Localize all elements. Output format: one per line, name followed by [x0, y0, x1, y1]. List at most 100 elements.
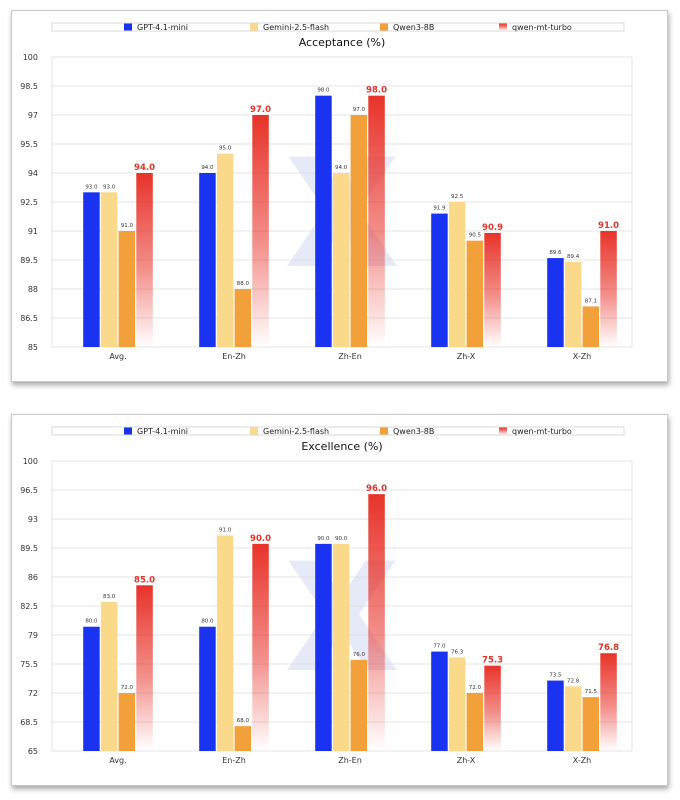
legend-label-gpt-4-1-mini: GPT-4.1-mini [137, 427, 188, 436]
bar-gpt-4-1-mini-x-zh [547, 680, 564, 751]
bar-gemini-2-5-flash-x-zh [564, 686, 582, 751]
bar-qwen-mt-turbo-x-zh [600, 653, 617, 751]
legend-label-gemini-2-5-flash: Gemini-2.5-flash [263, 427, 329, 436]
bar-qwen3-8b-en-zh [234, 289, 252, 347]
data-label-qwen3-8b-zh-x: 90.5 [469, 233, 482, 239]
bar-gemini-2-5-flash-x-zh [564, 261, 582, 347]
bar-qwen-mt-turbo-en-zh [252, 115, 269, 347]
x-tick-label-zh-en: Zh-En [338, 756, 362, 765]
legend-label-qwen3-8b: Qwen3-8B [393, 23, 434, 32]
data-label-gpt-4-1-mini-zh-en: 98.0 [317, 88, 330, 94]
y-tick-label: 93 [28, 515, 38, 524]
y-tick-label: 94 [28, 169, 38, 178]
data-label-qwen3-8b-zh-en: 97.0 [353, 107, 366, 113]
bar-qwen3-8b-x-zh [582, 697, 600, 751]
data-label-gemini-2-5-flash-en-zh: 91.0 [219, 528, 232, 534]
bar-gemini-2-5-flash-avg [100, 601, 118, 751]
y-tick-label: 68.5 [20, 718, 38, 727]
legend-label-qwen-mt-turbo: qwen-mt-turbo [512, 23, 572, 32]
data-label-qwen-mt-turbo-avg: 85.0 [134, 575, 155, 585]
excellence-chart: XGPT-4.1-miniGemini-2.5-flashQwen3-8Bqwe… [20, 426, 633, 765]
data-label-qwen-mt-turbo-zh-x: 90.9 [482, 223, 503, 233]
bar-gemini-2-5-flash-zh-en [332, 543, 350, 751]
chart-title: Excellence (%) [301, 440, 382, 453]
data-label-gemini-2-5-flash-avg: 83.0 [103, 594, 116, 600]
data-label-gemini-2-5-flash-zh-en: 94.0 [335, 165, 348, 171]
y-tick-label: 100 [23, 53, 38, 62]
legend-box [51, 426, 625, 436]
data-label-gpt-4-1-mini-en-zh: 94.0 [201, 165, 214, 171]
data-label-qwen-mt-turbo-zh-en: 98.0 [366, 86, 387, 96]
y-tick-label: 97 [28, 111, 38, 120]
bar-qwen3-8b-avg [118, 231, 136, 347]
bar-qwen3-8b-x-zh [582, 306, 600, 347]
y-tick-label: 88 [28, 285, 38, 294]
y-tick-label: 89.5 [20, 256, 38, 265]
bar-gemini-2-5-flash-en-zh [216, 535, 234, 751]
legend-swatch-gpt-4-1-mini [124, 23, 132, 31]
data-label-gpt-4-1-mini-zh-x: 77.0 [433, 644, 446, 650]
bar-qwen3-8b-en-zh [234, 726, 252, 751]
data-label-gpt-4-1-mini-zh-en: 90.0 [317, 536, 330, 542]
x-tick-label-en-zh: En-Zh [222, 756, 246, 765]
data-label-qwen-mt-turbo-en-zh: 90.0 [250, 534, 271, 544]
bar-gpt-4-1-mini-zh-x [431, 651, 448, 751]
chart-title: Acceptance (%) [299, 36, 386, 49]
data-label-gemini-2-5-flash-zh-x: 92.5 [451, 194, 464, 200]
bar-gpt-4-1-mini-zh-en [315, 543, 332, 751]
data-label-gpt-4-1-mini-avg: 93.0 [85, 184, 98, 190]
bar-qwen-mt-turbo-zh-x [484, 665, 501, 751]
bar-qwen-mt-turbo-avg [136, 585, 153, 751]
y-tick-label: 92.5 [20, 198, 38, 207]
x-tick-label-zh-en: Zh-En [338, 352, 362, 361]
y-tick-label: 86 [28, 573, 38, 582]
x-tick-label-x-zh: X-Zh [573, 352, 592, 361]
bar-gpt-4-1-mini-avg [83, 192, 100, 347]
acceptance-chart-panel: XGPT-4.1-miniGemini-2.5-flashQwen3-8Bqwe… [11, 10, 668, 382]
bar-gemini-2-5-flash-zh-x [448, 202, 466, 347]
y-tick-label: 85 [28, 343, 38, 352]
legend-label-qwen-mt-turbo: qwen-mt-turbo [512, 427, 572, 436]
data-label-qwen3-8b-zh-x: 72.0 [469, 685, 482, 691]
data-label-qwen3-8b-avg: 91.0 [121, 223, 134, 229]
bar-gemini-2-5-flash-zh-x [448, 657, 466, 751]
y-tick-label: 72 [28, 689, 38, 698]
bar-qwen3-8b-zh-en [350, 115, 368, 347]
bar-gpt-4-1-mini-en-zh [199, 626, 216, 751]
legend-swatch-gemini-2-5-flash [250, 427, 258, 435]
data-label-gemini-2-5-flash-x-zh: 89.4 [567, 254, 580, 260]
data-label-qwen3-8b-x-zh: 87.1 [585, 298, 597, 304]
bar-qwen-mt-turbo-zh-en [368, 494, 385, 751]
data-label-qwen3-8b-avg: 72.0 [121, 685, 134, 691]
data-label-gpt-4-1-mini-x-zh: 73.5 [549, 673, 562, 679]
data-label-qwen-mt-turbo-avg: 94.0 [134, 163, 155, 173]
bar-qwen3-8b-zh-en [350, 659, 368, 751]
legend-swatch-qwen-mt-turbo [499, 23, 507, 31]
bar-qwen3-8b-zh-x [466, 693, 484, 751]
data-label-qwen-mt-turbo-en-zh: 97.0 [250, 105, 271, 115]
data-label-gpt-4-1-mini-en-zh: 80.0 [201, 619, 214, 625]
legend-box [51, 22, 625, 32]
legend-label-gpt-4-1-mini: GPT-4.1-mini [137, 23, 188, 32]
bar-qwen3-8b-zh-x [466, 240, 484, 347]
bar-gpt-4-1-mini-zh-en [315, 95, 332, 348]
y-tick-label: 75.5 [20, 660, 38, 669]
bar-gpt-4-1-mini-avg [83, 626, 100, 751]
data-label-gpt-4-1-mini-x-zh: 89.6 [549, 250, 562, 256]
x-tick-label-avg: Avg. [109, 352, 126, 361]
acceptance-chart: XGPT-4.1-miniGemini-2.5-flashQwen3-8Bqwe… [20, 22, 633, 361]
data-label-gemini-2-5-flash-x-zh: 72.8 [567, 678, 580, 684]
data-label-qwen-mt-turbo-x-zh: 91.0 [598, 221, 619, 231]
data-label-gemini-2-5-flash-zh-en: 90.0 [335, 536, 348, 542]
y-tick-label: 91 [28, 227, 38, 236]
x-tick-label-avg: Avg. [109, 756, 126, 765]
bar-gemini-2-5-flash-zh-en [332, 173, 350, 347]
bar-qwen-mt-turbo-en-zh [252, 543, 269, 751]
data-label-qwen3-8b-zh-en: 76.0 [353, 652, 366, 658]
bar-qwen-mt-turbo-zh-en [368, 95, 385, 348]
bar-gemini-2-5-flash-en-zh [216, 153, 234, 347]
legend-swatch-gpt-4-1-mini [124, 427, 132, 435]
y-tick-label: 98.5 [20, 82, 38, 91]
data-label-qwen3-8b-en-zh: 68.0 [237, 718, 250, 724]
data-label-gpt-4-1-mini-zh-x: 91.9 [433, 206, 446, 212]
